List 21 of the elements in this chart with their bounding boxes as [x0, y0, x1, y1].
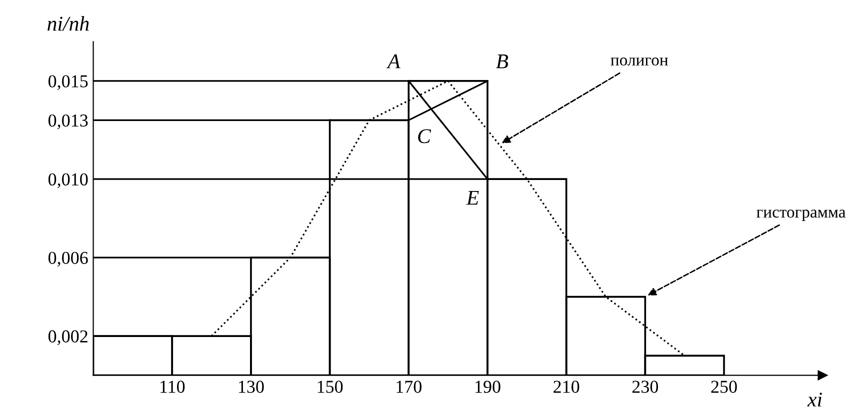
x-tick-label: 170 [396, 380, 422, 393]
x-tick-label: 230 [632, 380, 658, 393]
x-tick-label: 210 [554, 380, 580, 393]
y-tick-label: 0,013 [48, 114, 88, 130]
annotation: E [466, 190, 479, 205]
annotation: A [386, 54, 400, 68]
x-tick-label: 130 [239, 380, 264, 393]
x-tick-label: 110 [160, 380, 185, 393]
y-tick-label: 0,006 [48, 252, 88, 267]
y-tick-label: 0,002 [48, 330, 88, 346]
annotation: гистограмма [756, 210, 846, 222]
y-axis-title: ni/nh [48, 16, 89, 31]
y-tick-label: 0,015 [48, 75, 88, 90]
x-tick-label: 190 [476, 380, 500, 393]
y-tick-label: 0,010 [48, 173, 88, 188]
annotation: полигон [610, 58, 668, 66]
x-axis-title: xi [807, 392, 822, 406]
x-tick-label: 150 [318, 380, 343, 393]
x-tick-label: 250 [711, 380, 737, 393]
annotation: C [418, 129, 432, 144]
annotation: B [496, 54, 508, 68]
